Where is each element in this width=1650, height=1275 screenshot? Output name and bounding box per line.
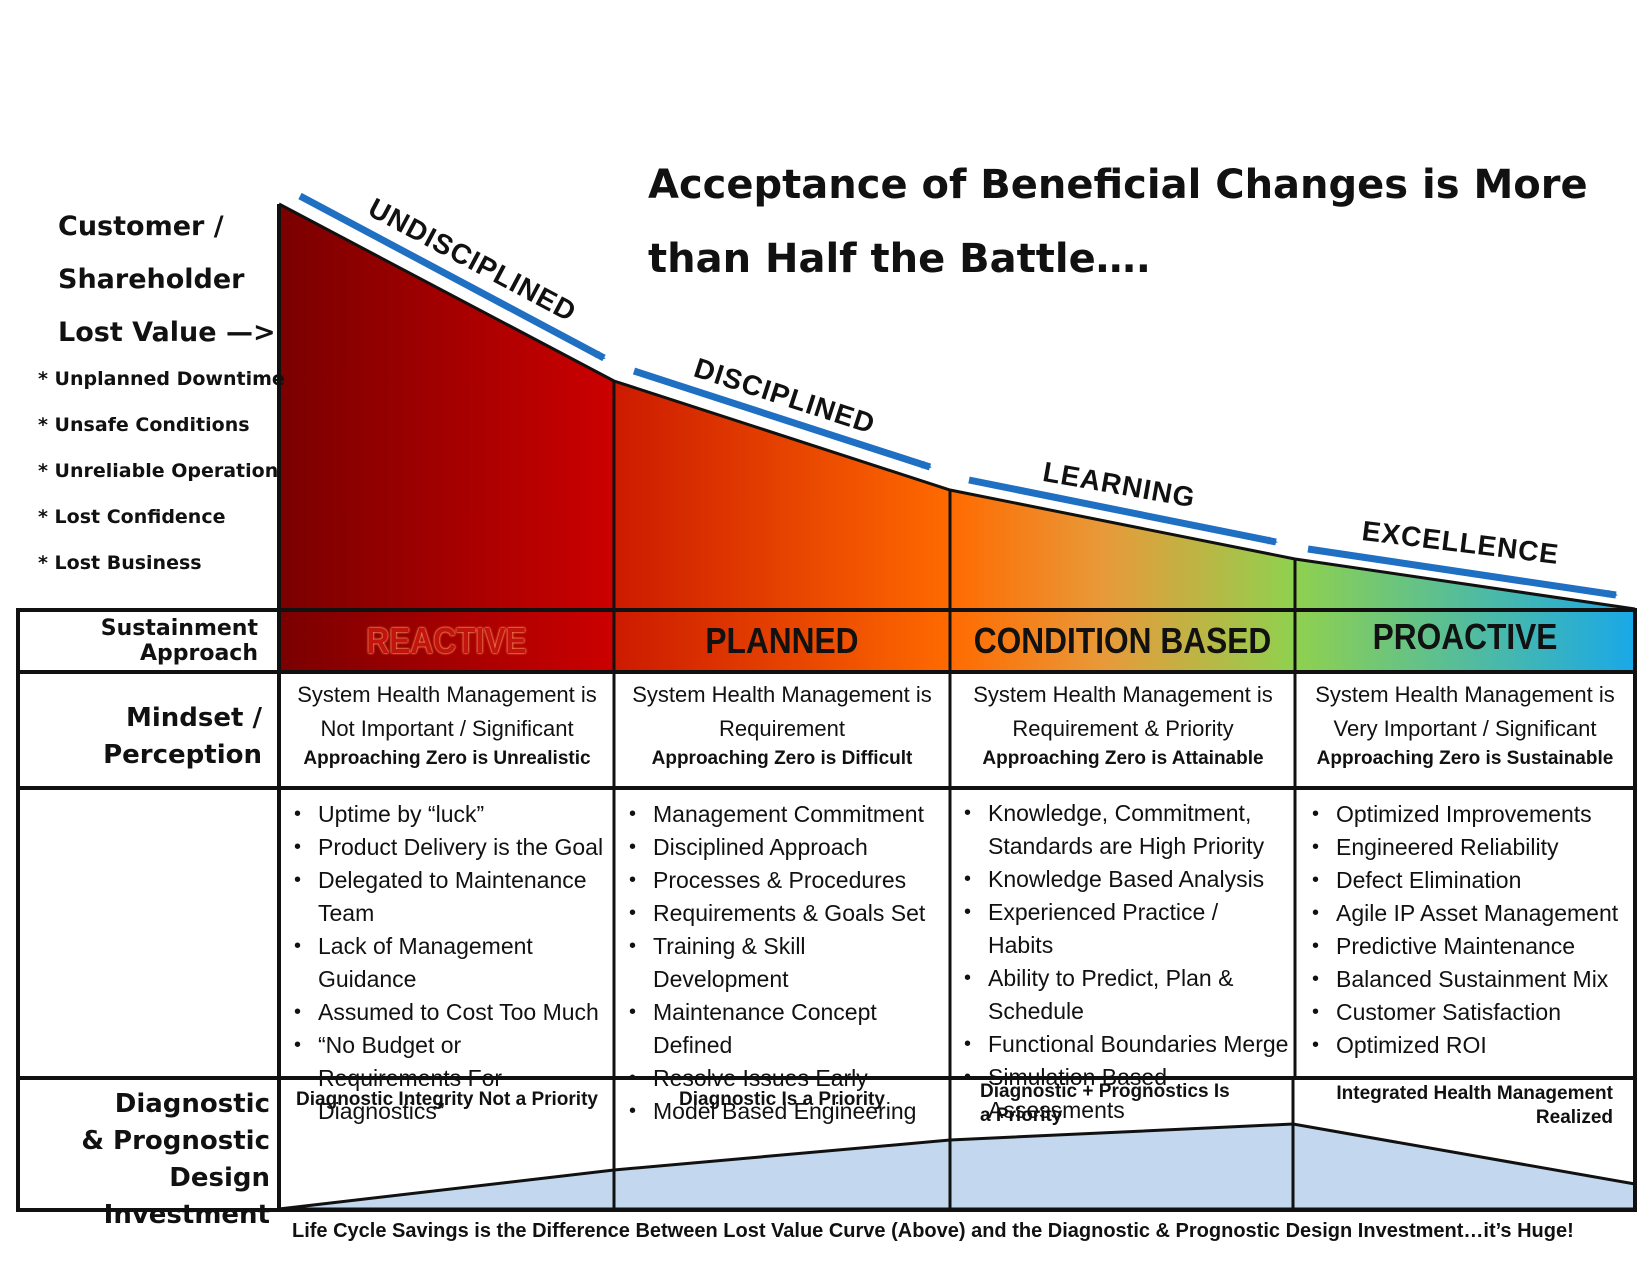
bullet-list-planned: Management Commitment Disciplined Approa… (629, 798, 945, 1128)
lost-value-segment-planned (614, 381, 950, 670)
list-item: Balanced Sustainment Mix (1312, 963, 1632, 996)
stage-arrow-undisciplined (298, 192, 606, 362)
list-item: Delegated to Maintenance Team (294, 864, 604, 930)
mindset-line: System Health Management is (1315, 682, 1615, 707)
mindset-cell-reactive: System Health Management is Not Importan… (282, 678, 612, 772)
row-label-investment: Diagnostic & Prognostic Design Investmen… (22, 1086, 270, 1234)
mindset-line: Requirement & Priority (1012, 716, 1234, 741)
list-item: Knowledge Based Analysis (964, 863, 1289, 896)
list-item: Management Commitment (629, 798, 945, 831)
list-item: Training & Skill Development (629, 930, 945, 996)
lost-value-item: * Lost Confidence (38, 506, 226, 528)
approach-cell-proactive (1295, 610, 1635, 672)
lost-value-heading-line: Customer / (58, 211, 224, 242)
list-item: Product Delivery is the Goal (294, 831, 604, 864)
lost-value-heading-line: Shareholder (58, 264, 245, 295)
lost-value-heading-line: Lost Value —> (58, 317, 276, 348)
list-item: Resolve Issues Early (629, 1062, 945, 1095)
list-item: Ability to Predict, Plan & Schedule (964, 962, 1289, 1028)
list-item: Optimized Improvements (1312, 798, 1632, 831)
mindset-cell-planned: System Health Management is Requirement … (617, 678, 947, 772)
mindset-cell-condition-based: System Health Management is Requirement … (953, 678, 1293, 772)
mindset-line: Requirement (719, 716, 845, 741)
lost-value-heading: Customer / Shareholder Lost Value —> (58, 200, 276, 359)
bullet-list-proactive: Optimized Improvements Engineered Reliab… (1312, 798, 1632, 1062)
list-item: Predictive Maintenance (1312, 930, 1632, 963)
list-item: Engineered Reliability (1312, 831, 1632, 864)
row-label-line: Sustainment (100, 616, 258, 641)
approach-label-condition-based: CONDITION BASED (973, 620, 1272, 661)
list-item: Experienced Practice / Habits (964, 896, 1289, 962)
list-item: Lack of Management Guidance (294, 930, 604, 996)
stage-arrow-disciplined (632, 367, 932, 471)
stage-arrow-learning (968, 476, 1278, 546)
list-item: Uptime by “luck” (294, 798, 604, 831)
mindset-line: System Health Management is (632, 682, 932, 707)
mindset-line: Very Important / Significant (1333, 716, 1597, 741)
list-item: Maintenance Concept Defined (629, 996, 945, 1062)
list-item: Optimized ROI (1312, 1029, 1632, 1062)
row-label-line: Mindset / (126, 703, 262, 733)
bullet-list-reactive: Uptime by “luck” Product Delivery is the… (294, 798, 604, 1128)
list-item: Knowledge, Commitment, Standards are Hig… (964, 797, 1289, 863)
lost-value-item: * Lost Business (38, 552, 202, 574)
row-label-line: Perception (103, 740, 262, 770)
mindset-subtext: Approaching Zero is Sustainable (1316, 748, 1614, 769)
bullet-list-condition-based: Knowledge, Commitment, Standards are Hig… (964, 797, 1289, 1127)
investment-area (278, 1122, 1637, 1211)
lost-value-item: * Unsafe Conditions (38, 414, 250, 436)
row-label-line: Design Investment (103, 1163, 270, 1230)
diagnostic-label-planned: Diagnostic Is a Priority (679, 1089, 885, 1110)
title-line-1: Acceptance of Beneficial Changes is More (648, 162, 1588, 208)
title-line-2: than Half the Battle…. (648, 236, 1151, 282)
list-item: Disciplined Approach (629, 831, 945, 864)
list-item: Functional Boundaries Merge (964, 1028, 1289, 1061)
row-label-line: Approach (139, 641, 258, 666)
row-label-line: Diagnostic (114, 1089, 270, 1119)
mindset-line: System Health Management is (973, 682, 1273, 707)
approach-cell-reactive (279, 610, 614, 672)
row-label-approach: Sustainment Approach (22, 616, 258, 666)
mindset-cell-proactive: System Health Management is Very Importa… (1298, 678, 1632, 772)
footer-note: Life Cycle Savings is the Difference Bet… (292, 1220, 1574, 1242)
row-label-line: & Prognostic (81, 1126, 270, 1156)
stage-arrow-excellence (1307, 545, 1618, 599)
list-item: Processes & Procedures (629, 864, 945, 897)
list-item: Defect Elimination (1312, 864, 1632, 897)
approach-cell-condition (950, 610, 1295, 672)
diagnostic-label-proactive: Integrated Health Management Realized (1336, 1083, 1613, 1128)
list-item: Assumed to Cost Too Much (294, 996, 604, 1029)
lost-value-item: * Unplanned Downtime (38, 368, 285, 390)
mindset-subtext: Approaching Zero is Difficult (651, 748, 913, 769)
mindset-subtext: Approaching Zero is Attainable (982, 748, 1264, 769)
list-item: Simulation Based Assessments (964, 1061, 1289, 1127)
list-item: Agile IP Asset Management (1312, 897, 1632, 930)
diagnostic-label-condition-based: Diagnostic + Prognostics Is a Priority (980, 1081, 1230, 1126)
approach-label-proactive: PROACTIVE (1372, 616, 1558, 657)
approach-label-reactive: REACTIVE (366, 620, 527, 661)
list-item: Customer Satisfaction (1312, 996, 1632, 1029)
list-item: Model Based Engineering (629, 1095, 945, 1128)
page-title: Acceptance of Beneficial Changes is More… (648, 148, 1588, 296)
mindset-line: Not Important / Significant (320, 716, 574, 741)
row-label-mindset: Mindset / Perception (22, 700, 262, 774)
lost-value-segment-reactive (279, 204, 614, 670)
list-item: “No Budget or Requirements For Diagnosti… (294, 1029, 604, 1128)
lost-value-item: * Unreliable Operation (38, 460, 279, 482)
mindset-line: System Health Management is (297, 682, 597, 707)
mindset-subtext: Approaching Zero is Unrealistic (303, 748, 591, 769)
approach-label-planned: PLANNED (705, 620, 859, 661)
approach-cell-planned (614, 610, 950, 672)
lost-value-list: * Unplanned Downtime * Unsafe Conditions… (38, 368, 285, 598)
diagnostic-label-reactive: Diagnostic Integrity Not a Priority (296, 1089, 598, 1110)
list-item: Requirements & Goals Set (629, 897, 945, 930)
